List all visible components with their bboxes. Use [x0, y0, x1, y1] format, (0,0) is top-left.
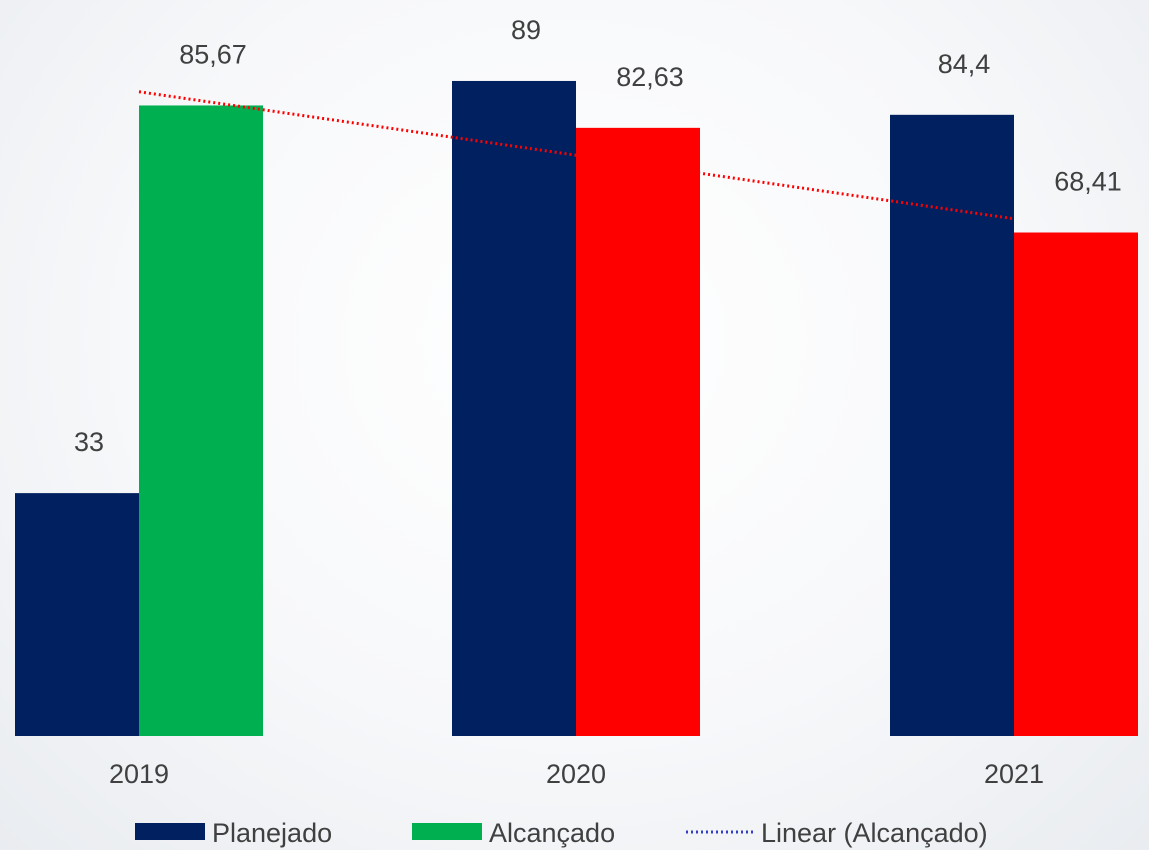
data-label-alcancado-2021: 68,41 — [1054, 167, 1122, 197]
legend-label-alcancado: Alcançado — [489, 818, 615, 848]
bars-group — [15, 80, 1138, 737]
bar-planejado-2020 — [452, 80, 576, 736]
data-labels-group: 33 85,67 89 82,63 84,4 68,41 — [74, 15, 1122, 457]
bar-planejado-2021 — [890, 114, 1014, 737]
trendline-linear-alcancado — [138, 90, 1015, 221]
data-label-planejado-2021: 84,4 — [938, 49, 991, 79]
bar-alcancado-2021 — [1014, 232, 1138, 737]
legend-swatch-planejado — [135, 823, 205, 840]
bar-alcancado-2020 — [576, 127, 700, 736]
data-label-alcancado-2020: 82,63 — [616, 62, 684, 92]
legend-label-planejado: Planejado — [212, 818, 332, 848]
x-axis-tick-labels: 2019 2020 2021 — [109, 759, 1044, 789]
data-label-planejado-2019: 33 — [74, 427, 104, 457]
legend-label-trendline: Linear (Alcançado) — [761, 818, 988, 848]
x-tick-2019: 2019 — [109, 759, 169, 789]
data-label-alcancado-2019: 85,67 — [179, 39, 247, 69]
legend-swatch-alcancado — [412, 823, 482, 840]
bar-alcancado-2019 — [139, 105, 263, 736]
trendline-group — [138, 90, 1015, 221]
x-tick-2021: 2021 — [984, 759, 1044, 789]
data-label-planejado-2020: 89 — [511, 15, 541, 45]
bar-planejado-2019 — [15, 493, 139, 736]
x-tick-2020: 2020 — [546, 759, 606, 789]
legend: Planejado Alcançado Linear (Alcançado) — [135, 818, 988, 848]
